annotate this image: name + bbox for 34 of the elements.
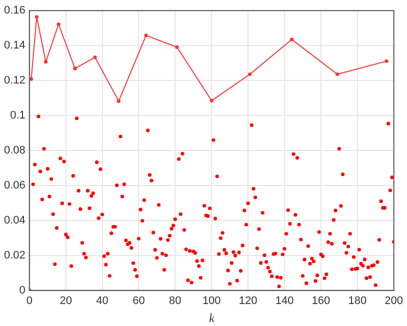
point <box>144 34 148 38</box>
y-tick-label: 0.12 <box>4 74 26 87</box>
x-tick-label: 20 <box>60 295 72 308</box>
y-tick-label: 0.02 <box>4 249 26 262</box>
y-tick-label: 0.16 <box>4 4 26 17</box>
x-tick-label: 200 <box>384 295 404 308</box>
point <box>175 45 179 49</box>
x-tick-label: 180 <box>348 295 367 308</box>
point <box>210 98 214 102</box>
x-tick-label: 60 <box>132 295 145 308</box>
point <box>93 55 97 60</box>
point <box>336 72 340 76</box>
point <box>29 77 34 81</box>
point <box>34 15 38 19</box>
x-tick-label: 140 <box>275 295 294 308</box>
x-tick-label: 100 <box>202 295 221 308</box>
y-tick-label: 0.14 <box>4 40 26 52</box>
y-tick-label: 0.08 <box>4 144 26 157</box>
point <box>73 66 77 70</box>
x-tick-label: 160 <box>312 295 330 308</box>
x-tick-label: 120 <box>238 295 258 308</box>
y-tick-label: 0 <box>19 284 26 296</box>
x-tick-label: 80 <box>169 295 182 308</box>
y-tick-label: 0.04 <box>4 214 26 226</box>
y-tick-label: 0.06 <box>4 180 26 192</box>
point <box>384 59 388 63</box>
x-tick-label: 40 <box>96 295 108 308</box>
x-axis-title: k <box>208 310 215 325</box>
point <box>56 22 60 26</box>
point <box>116 99 120 103</box>
y-tick-label: 0.1 <box>10 110 26 122</box>
point <box>290 38 294 42</box>
point <box>44 60 48 64</box>
point <box>248 72 252 76</box>
